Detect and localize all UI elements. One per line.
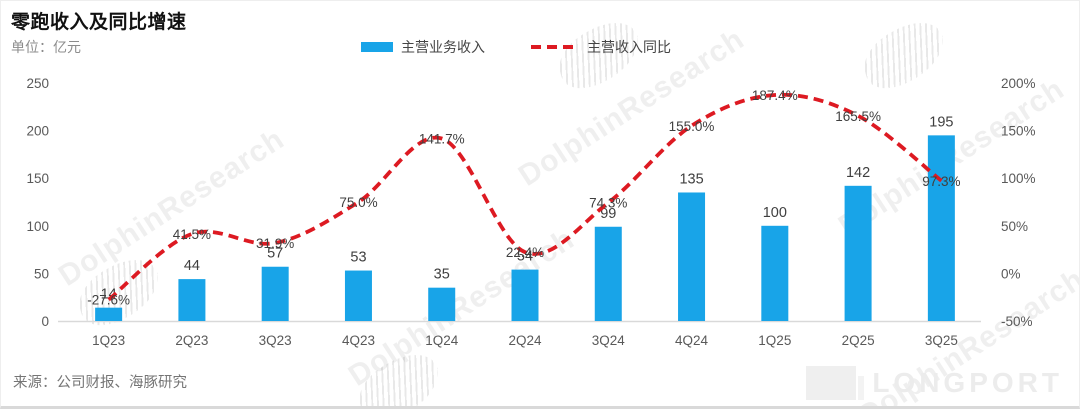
revenue-bar — [761, 225, 789, 321]
bar-value-label: 142 — [846, 165, 870, 181]
left-axis-tick: 0 — [41, 314, 49, 329]
revenue-bar — [594, 226, 622, 321]
yoy-point-label: 97.3% — [922, 174, 960, 189]
yoy-point-label: 31.9% — [256, 236, 294, 251]
revenue-bar — [261, 266, 289, 321]
right-axis-tick: 0% — [1001, 266, 1021, 281]
revenue-bar — [511, 269, 539, 321]
legend-item-revenue: 主营业务收入 — [361, 37, 485, 57]
revenue-bar — [678, 192, 706, 321]
bar-value-label: 54 — [517, 249, 533, 265]
legend-item-yoy: 主营收入同比 — [531, 37, 671, 57]
right-axis-tick: 200% — [1001, 76, 1036, 91]
yoy-point-label: 41.5% — [173, 227, 211, 242]
yoy-line — [107, 92, 943, 302]
x-axis-label: 3Q24 — [592, 333, 626, 348]
bar-value-label: 195 — [929, 114, 953, 130]
right-axis-tick: -50% — [1001, 314, 1033, 329]
yoy-point-label: 75.0% — [339, 195, 377, 210]
yoy-point-label: -27.6% — [87, 293, 130, 308]
yoy-point-label: 165.5% — [835, 109, 881, 124]
bar-value-label: 57 — [267, 246, 283, 262]
right-axis-tick: 50% — [1001, 219, 1028, 234]
x-axis-label: 2Q23 — [175, 333, 208, 348]
revenue-bar — [428, 287, 456, 321]
x-axis-label: 1Q23 — [92, 333, 125, 348]
right-axis-tick: 100% — [1001, 171, 1036, 186]
longport-brandmark: LONGPORT — [806, 366, 1063, 400]
bar-value-label: 35 — [434, 267, 450, 283]
chart-legend: 主营业务收入 主营收入同比 — [361, 37, 671, 57]
yoy-point-label: 155.0% — [669, 119, 715, 134]
right-axis-tick: 150% — [1001, 124, 1036, 139]
x-axis-label: 4Q23 — [342, 333, 375, 348]
revenue-bar — [178, 279, 206, 321]
bar-value-label: 135 — [679, 171, 703, 187]
yoy-point-label: 22.4% — [506, 245, 544, 260]
left-axis-tick: 100 — [26, 219, 49, 234]
source-note: 来源：公司财报、海豚研究 — [13, 375, 187, 391]
x-axis-label: 1Q25 — [758, 333, 791, 348]
left-axis-tick: 50 — [34, 266, 49, 281]
yoy-point-label: 74.3% — [589, 196, 627, 211]
left-axis-tick: 150 — [26, 171, 49, 186]
x-axis-label: 3Q25 — [925, 333, 958, 348]
x-axis-label: 3Q23 — [259, 333, 292, 348]
x-axis-label: 4Q24 — [675, 333, 709, 348]
left-axis-tick: 250 — [26, 76, 49, 91]
revenue-bar — [844, 185, 872, 321]
bar-value-label: 44 — [184, 258, 200, 274]
revenue-legend-swatch — [361, 42, 393, 52]
revenue-bar — [927, 135, 955, 321]
yoy-point-label: 141.7% — [419, 132, 465, 147]
legend-label: 主营业务收入 — [401, 39, 485, 55]
unit-label: 单位：亿元 — [11, 39, 81, 55]
revenue-bar — [344, 270, 372, 321]
yoy-legend-swatch — [531, 45, 579, 49]
longport-wordmark: LONGPORT — [872, 367, 1063, 398]
bar-value-label: 53 — [350, 250, 366, 266]
x-axis-label: 1Q24 — [425, 333, 459, 348]
page-title: 零跑收入及同比增速 — [11, 12, 187, 33]
x-axis-label: 2Q24 — [508, 333, 542, 348]
left-axis-tick: 200 — [26, 124, 49, 139]
x-axis-label: 2Q25 — [842, 333, 875, 348]
legend-label: 主营收入同比 — [587, 39, 671, 55]
bar-value-label: 99 — [600, 206, 616, 222]
bar-value-label: 100 — [763, 205, 787, 221]
yoy-point-label: 187.4% — [752, 88, 798, 103]
longport-logo-icon — [806, 366, 865, 400]
revenue-bar — [95, 307, 123, 321]
